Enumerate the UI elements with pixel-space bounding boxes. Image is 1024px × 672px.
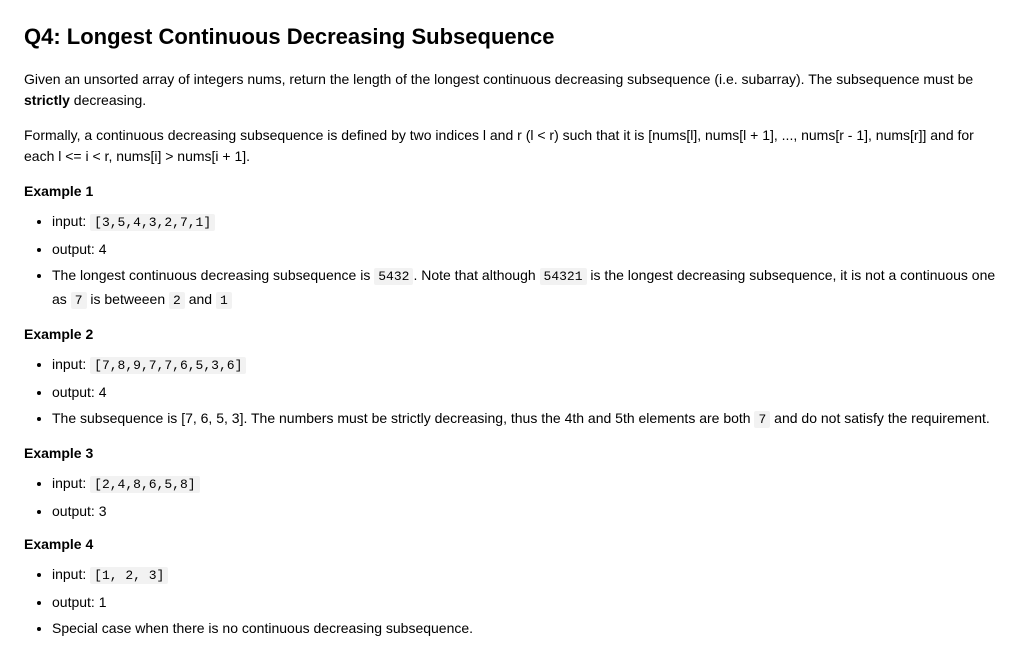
input-prefix: input: [52,356,90,372]
list-item: output: 4 [52,381,1000,403]
example-1-label: Example 1 [24,181,1000,202]
intro-paragraph: Given an unsorted array of integers nums… [24,69,1000,111]
exp-code: 54321 [540,268,587,285]
page-title: Q4: Longest Continuous Decreasing Subseq… [24,20,1000,53]
list-item: input: [3,5,4,3,2,7,1] [52,210,1000,234]
example-3-list: input: [2,4,8,6,5,8] output: 3 [24,472,1000,522]
exp-code: 2 [169,292,185,309]
exp-code: 5432 [374,268,413,285]
example-4-label: Example 4 [24,534,1000,555]
list-item: output: 3 [52,500,1000,522]
list-item: input: [1, 2, 3] [52,563,1000,587]
example-2-label: Example 2 [24,324,1000,345]
exp-code: 1 [216,292,232,309]
exp-text: . Note that although [413,267,539,283]
formal-definition: Formally, a continuous decreasing subseq… [24,125,1000,167]
example-4-list: input: [1, 2, 3] output: 1 Special case … [24,563,1000,640]
exp-text: and [185,291,216,307]
input-code: [2,4,8,6,5,8] [90,476,199,493]
exp-text: The subsequence is [7, 6, 5, 3]. The num… [52,410,754,426]
input-prefix: input: [52,566,90,582]
intro-post: decreasing. [70,92,146,108]
example-1-list: input: [3,5,4,3,2,7,1] output: 4 The lon… [24,210,1000,312]
list-item: input: [7,8,9,7,7,6,5,3,6] [52,353,1000,377]
list-item: output: 1 [52,591,1000,613]
list-item: output: 4 [52,238,1000,260]
input-code: [3,5,4,3,2,7,1] [90,214,215,231]
intro-pre: Given an unsorted array of integers nums… [24,71,973,87]
input-code: [1, 2, 3] [90,567,168,584]
example-3-label: Example 3 [24,443,1000,464]
exp-code: 7 [71,292,87,309]
input-code: [7,8,9,7,7,6,5,3,6] [90,357,246,374]
list-item: input: [2,4,8,6,5,8] [52,472,1000,496]
list-item: The longest continuous decreasing subseq… [52,264,1000,312]
intro-strong: strictly [24,92,70,108]
example-2-list: input: [7,8,9,7,7,6,5,3,6] output: 4 The… [24,353,1000,431]
exp-text: The longest continuous decreasing subseq… [52,267,374,283]
list-item: The subsequence is [7, 6, 5, 3]. The num… [52,407,1000,431]
input-prefix: input: [52,213,90,229]
exp-text: and do not satisfy the requirement. [770,410,989,426]
exp-code: 7 [754,411,770,428]
input-prefix: input: [52,475,90,491]
exp-text: is betweeen [87,291,170,307]
list-item: Special case when there is no continuous… [52,617,1000,639]
